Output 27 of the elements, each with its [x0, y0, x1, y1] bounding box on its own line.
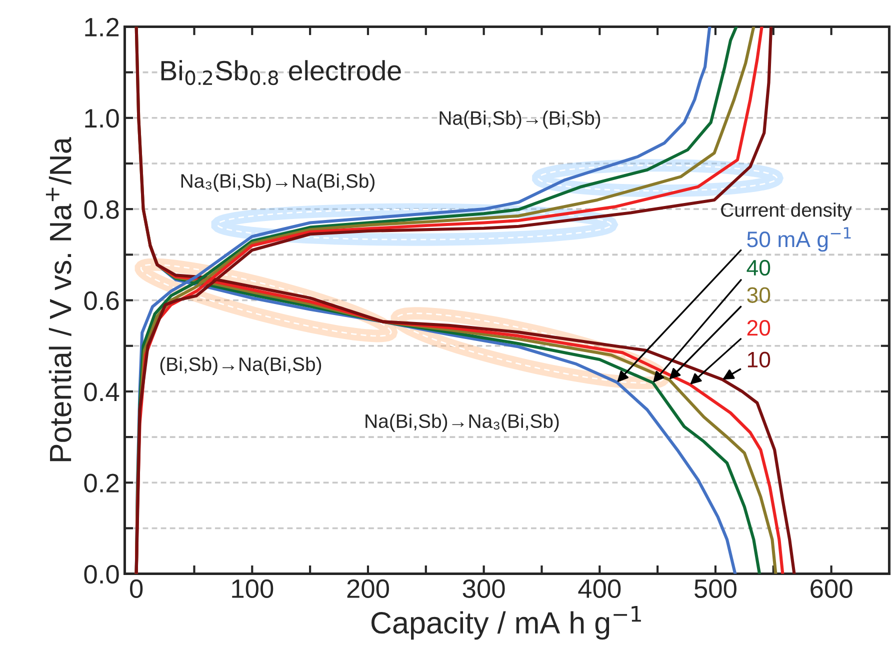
x-tick-label: 500: [694, 579, 736, 598]
annotation: Na₃(Bi,Sb)→Na(Bi,Sb): [181, 174, 374, 192]
y-tick-label: 0.4: [84, 382, 120, 402]
y-tick-label: 1.0: [85, 109, 119, 128]
y-axis-title: Potential / V vs. Na$^{+}$/Na: [46, 137, 72, 462]
series-label: 10: [748, 352, 770, 368]
x-tick-label: 300: [462, 579, 505, 598]
x-tick-label: 600: [810, 579, 852, 598]
x-tick-label: 200: [347, 579, 389, 598]
y-tick-label: 0.0: [84, 564, 119, 584]
text: 20: [747, 320, 770, 336]
annotation: (Bi,Sb)→Na(Bi,Sb): [160, 356, 322, 375]
y-tick-label: 1.2: [85, 18, 119, 36]
annotation: Bi$_{0.2}$Sb$_{0.8}$ electrode: [161, 60, 401, 86]
annotation: Na(Bi,Sb)→Na₃(Bi,Sb): [366, 414, 559, 432]
annotation: Na(Bi,Sb)→(Bi,Sb): [440, 110, 600, 129]
x-tick-label: 400: [578, 579, 621, 598]
legend-title: Current density: [721, 202, 852, 221]
x-axis-title: Capacity / mA h g$^{−1}$: [371, 606, 641, 640]
text: 40: [746, 260, 770, 276]
x-tick-label: 100: [232, 579, 274, 598]
text: 50 mA g$^{−1}$: [747, 227, 851, 252]
y-tick-label: 0.6: [84, 291, 119, 310]
text: 30: [747, 287, 770, 303]
y-tick-label: 0.2: [84, 474, 119, 492]
x-tick-label: 0: [130, 579, 143, 598]
y-tick-label: 0.8: [84, 200, 119, 219]
